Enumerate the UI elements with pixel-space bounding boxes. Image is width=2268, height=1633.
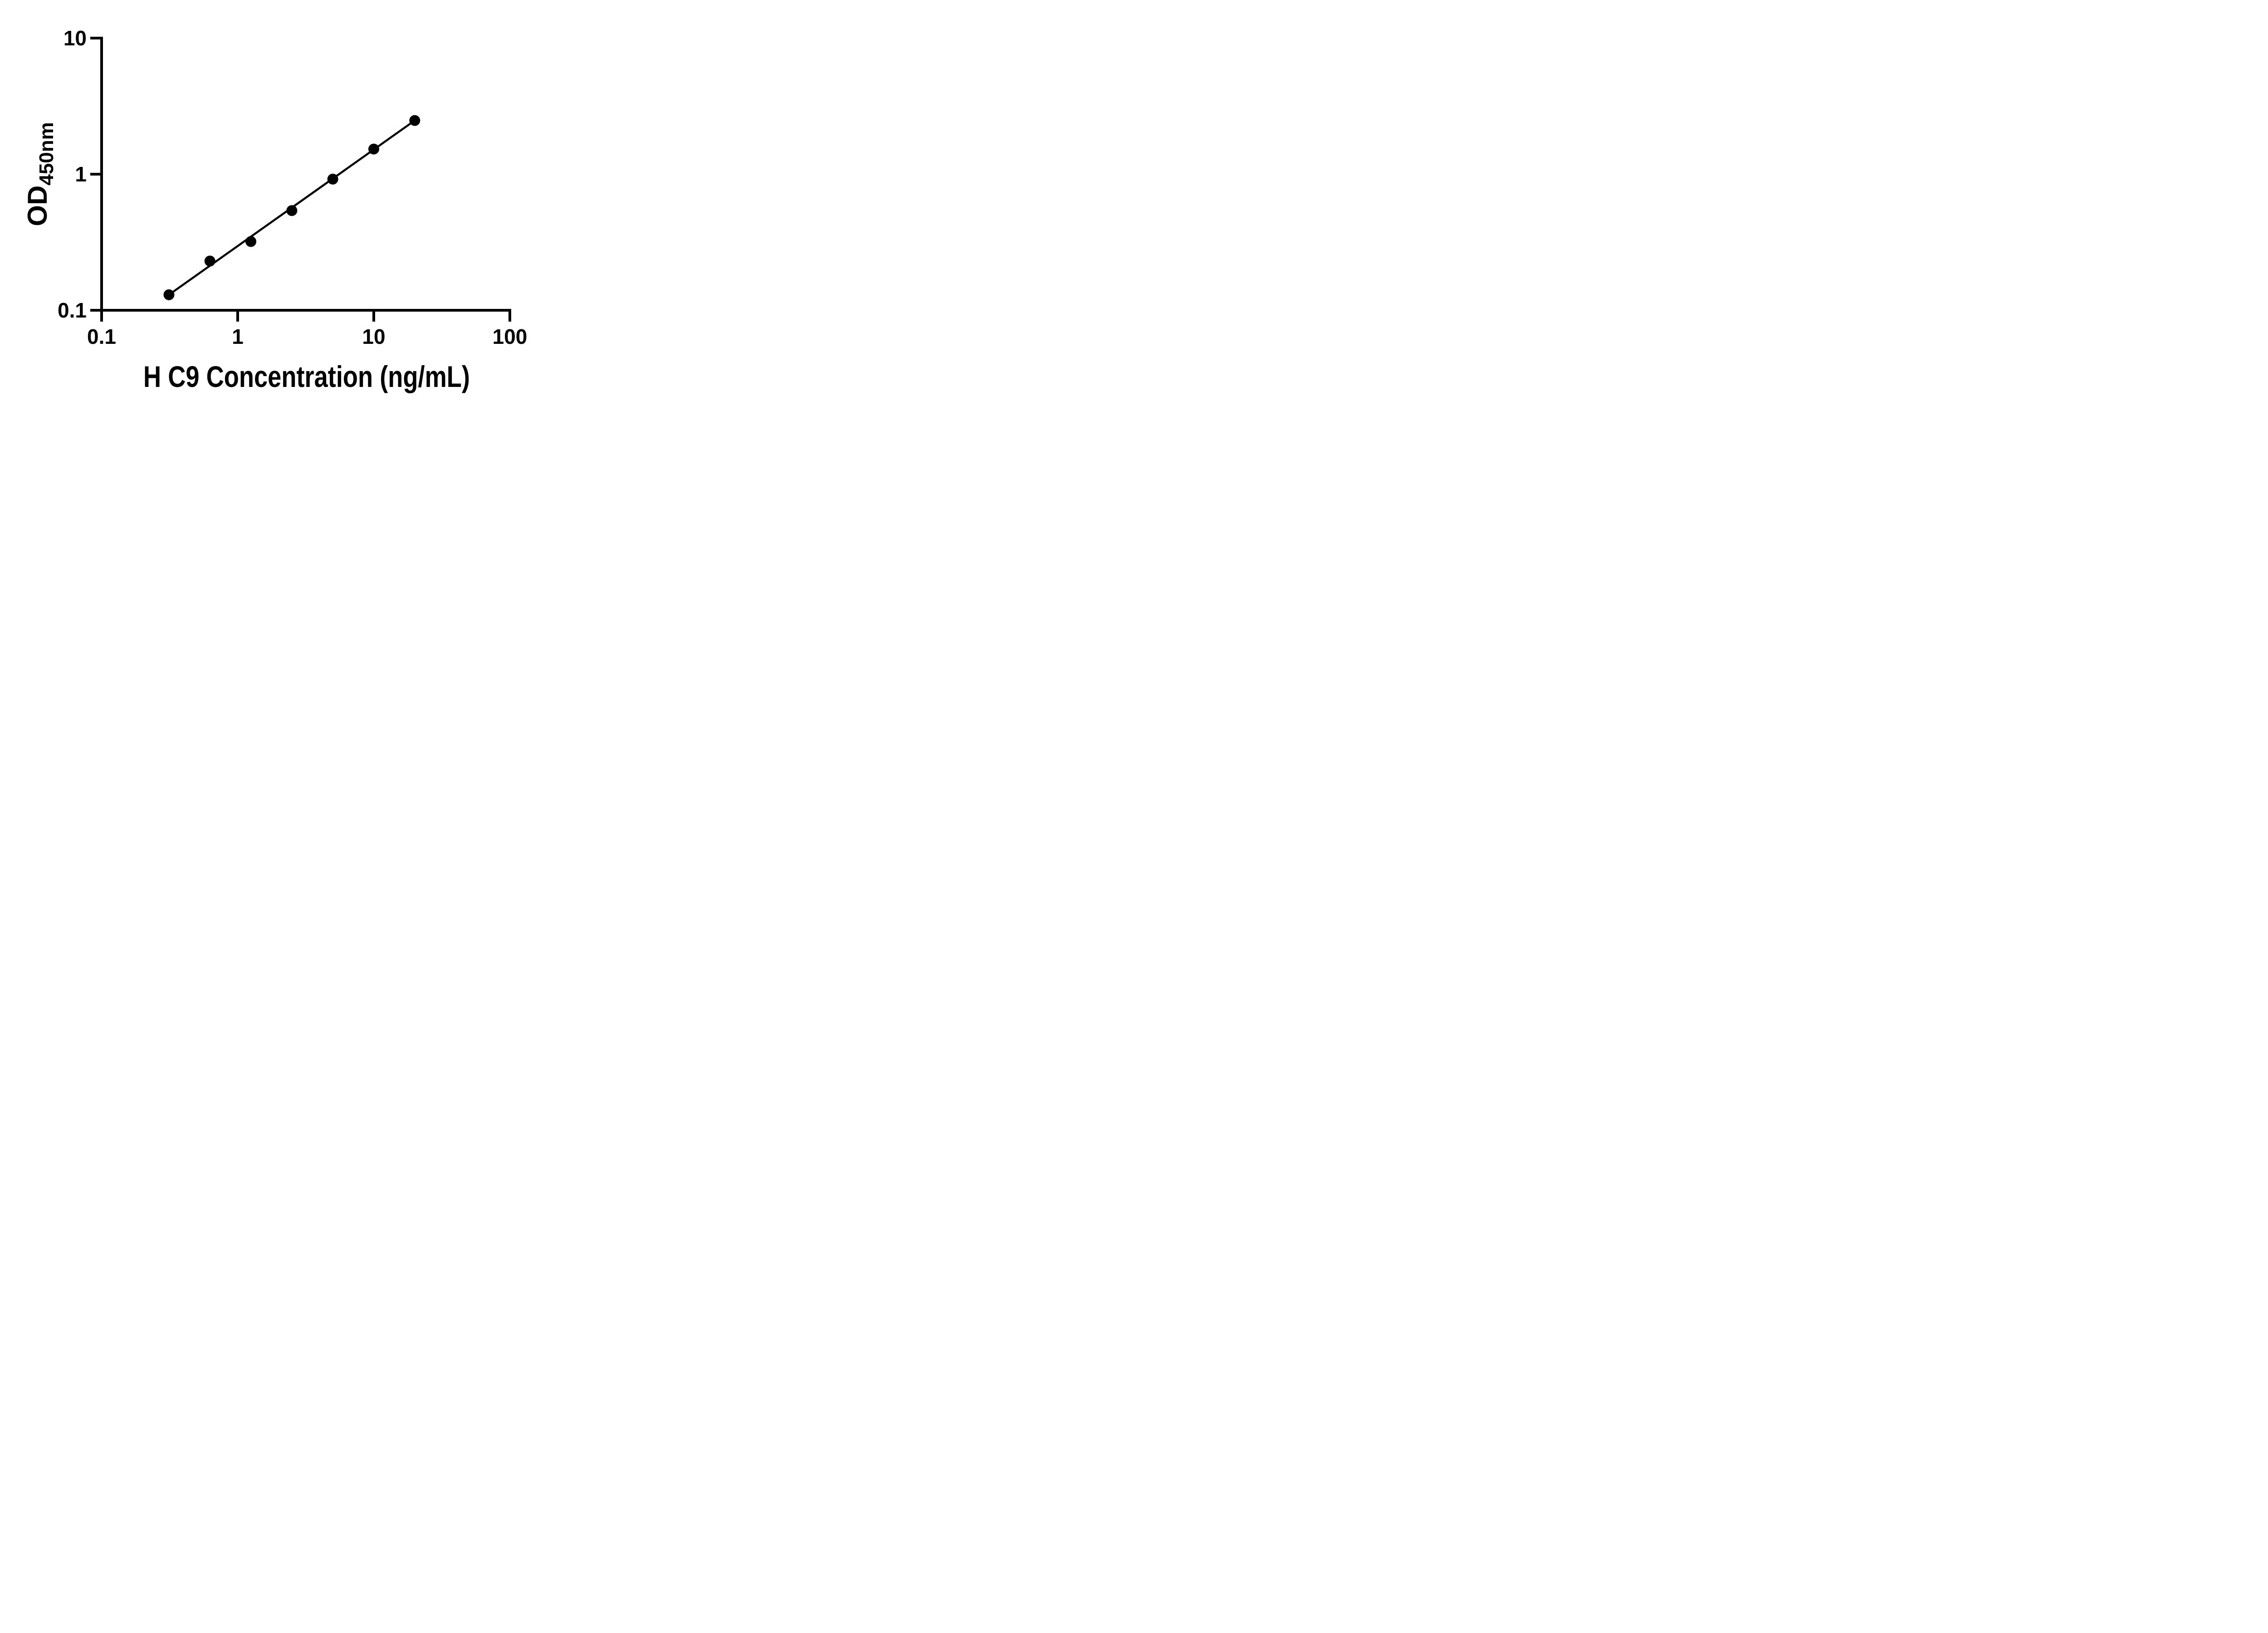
x-tick-label: 100 — [493, 325, 528, 348]
plot-layer: 0.1 1 10 100 0.1 1 10 — [58, 26, 527, 348]
x-tick-label: 1 — [232, 325, 244, 348]
standard-curve-chart: 0.1 1 10 100 0.1 1 10 H C9 Concentration (ng/m… — [22, 26, 527, 393]
x-axis-title: H C9 Concentration (ng/mL) — [143, 360, 470, 393]
data-point — [204, 255, 215, 267]
y-axis-title: OD450nm — [22, 122, 58, 226]
y-axis-title-main: OD — [22, 186, 53, 226]
x-tick-label: 0.1 — [87, 325, 116, 348]
y-tick-label: 10 — [64, 26, 87, 50]
x-tick-label: 10 — [362, 325, 385, 348]
data-point — [245, 236, 257, 247]
data-point — [368, 143, 379, 155]
data-point — [327, 173, 338, 185]
data-point — [163, 289, 175, 300]
y-tick-label: 0.1 — [58, 298, 87, 322]
y-tick-label: 1 — [75, 162, 87, 186]
figure-page: 0.1 1 10 100 0.1 1 10 H C9 Concentration (ng/m… — [0, 0, 572, 408]
data-point — [409, 115, 420, 126]
data-point — [286, 205, 298, 216]
y-axis-title-subscript: 450nm — [35, 122, 58, 185]
